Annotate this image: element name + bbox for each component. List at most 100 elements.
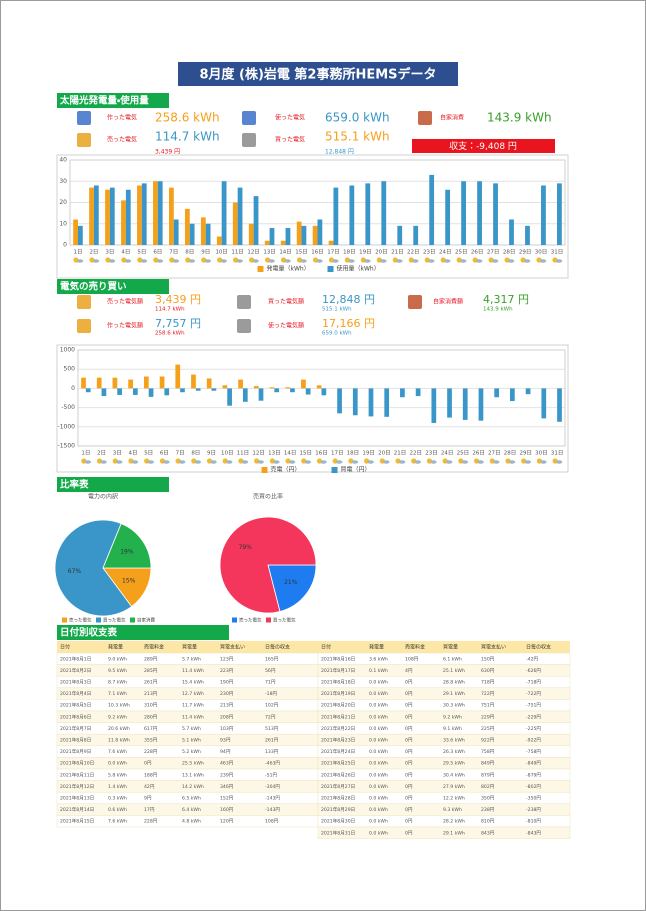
weather-cloud [226,460,233,464]
bulb-icon [77,111,91,125]
x-tick-label: 13日 [263,249,276,256]
cart-icon [237,319,251,333]
table-cell: 0円 [405,819,413,825]
table-cell: 230円 [220,691,234,697]
table-cell: 102円 [265,703,279,709]
pie-title: 電力の内訳 [88,493,118,501]
summary-value: 258.6 kWh [155,111,220,125]
bar [143,376,149,389]
table-cell: 289円 [144,656,158,662]
table-cell: 10.3 kWh [108,703,130,709]
table-cell: -42円 [526,656,539,662]
bar [269,387,275,389]
summary-sub: 143.9 kWh [483,307,513,313]
table-cell: 0円 [405,714,413,720]
x-tick-label: 2日 [97,450,106,457]
table-cell: 0.0 kWh [369,691,388,697]
section-header-bar [57,477,169,492]
table-cell: 0.0 kWh [369,784,388,790]
money-icon [77,319,91,333]
weather-cloud [445,460,453,464]
table-cell: 2021年8月11日 [60,771,94,778]
table-cell: 29.1 kWh [443,691,465,697]
table-cell: -304円 [265,784,280,790]
weather-cloud [396,259,403,263]
legend-swatch [261,467,268,473]
bar [445,189,451,245]
weather-cloud [332,259,339,263]
table-cell: 9.5 kWh [108,668,127,674]
x-tick-label: 8日 [191,450,200,457]
table-cell: 350円 [481,796,495,802]
x-tick-label: 26日 [472,450,485,457]
bar [169,187,174,245]
x-tick-label: 5日 [144,450,153,457]
table-cell: 2021年8月24日 [321,748,355,755]
weather-cloud [188,259,195,263]
table-header: 日毎の収支 [526,644,551,651]
bar [205,223,211,245]
pie-slice [267,564,317,612]
weather-cloud [131,460,139,464]
x-tick-label: 12日 [247,249,260,256]
bar [101,388,107,397]
table-cell: -225円 [526,726,541,732]
bar [128,379,133,389]
x-tick-label: 7日 [169,249,178,256]
table-cell: 9.1 kWh [443,726,462,732]
x-tick-label: 18日 [343,249,356,256]
table-cell: 922円 [481,738,495,744]
bar [258,388,264,401]
table-cell: 6.5 kWh [182,796,201,802]
weather-cloud [172,259,179,263]
weather-cloud [540,460,547,464]
bar [413,225,419,245]
bar [159,376,165,389]
bar [164,388,170,396]
table-cell: 0.0 kWh [369,749,388,755]
plot-frame [77,349,566,447]
table-cell: 463円 [220,761,234,767]
table-cell: 165円 [265,656,279,662]
section-header-bar [57,625,229,640]
summary-sub: 515.1 kWh [322,307,352,313]
table-cell: 29.1 kWh [443,830,465,836]
table-cell: 2021年8月16日 [321,655,355,662]
table-cell: 718円 [481,680,495,686]
summary-label: 売った電気 [107,136,137,144]
cart-icon [242,133,256,147]
weather-cloud [252,259,259,263]
y-tick-label: 10 [59,220,67,227]
table-cell: -350円 [526,796,541,802]
weather-cloud [461,460,469,464]
section-header: 太陽光発電量・使用量 [59,95,149,107]
table-header: 売電料金 [405,644,425,651]
summary-sub: 3,439 円 [155,149,180,156]
summary-label: 自家消費額 [433,298,463,306]
table-cell: 190円 [220,680,234,686]
table-header: 発電量 [369,644,384,651]
table-cell: 0円 [405,761,413,767]
bar [365,183,371,245]
table-cell: 0円 [405,738,413,744]
bar [269,228,275,245]
table-cell: 285円 [144,668,158,674]
table-cell: 513円 [265,726,279,732]
summary-value: 7,757 円 [155,317,201,330]
bar [253,386,259,389]
bar [253,196,259,245]
y-tick-label: 1000 [60,347,75,354]
weather-cloud [320,460,327,464]
bar [96,377,102,389]
weather-cloud [140,259,148,263]
legend-label: 使用量（kWh） [337,265,380,273]
x-tick-label: 20日 [375,249,388,256]
bar [316,385,322,389]
table-cell: 0.0 kWh [369,772,388,778]
table-cell: 71円 [265,680,276,686]
weather-cloud [555,460,563,464]
table-cell: 11.8 kWh [108,738,130,744]
table-cell: 2021年8月10日 [60,760,94,767]
table-cell: 0円 [405,807,413,813]
bar [85,388,91,393]
